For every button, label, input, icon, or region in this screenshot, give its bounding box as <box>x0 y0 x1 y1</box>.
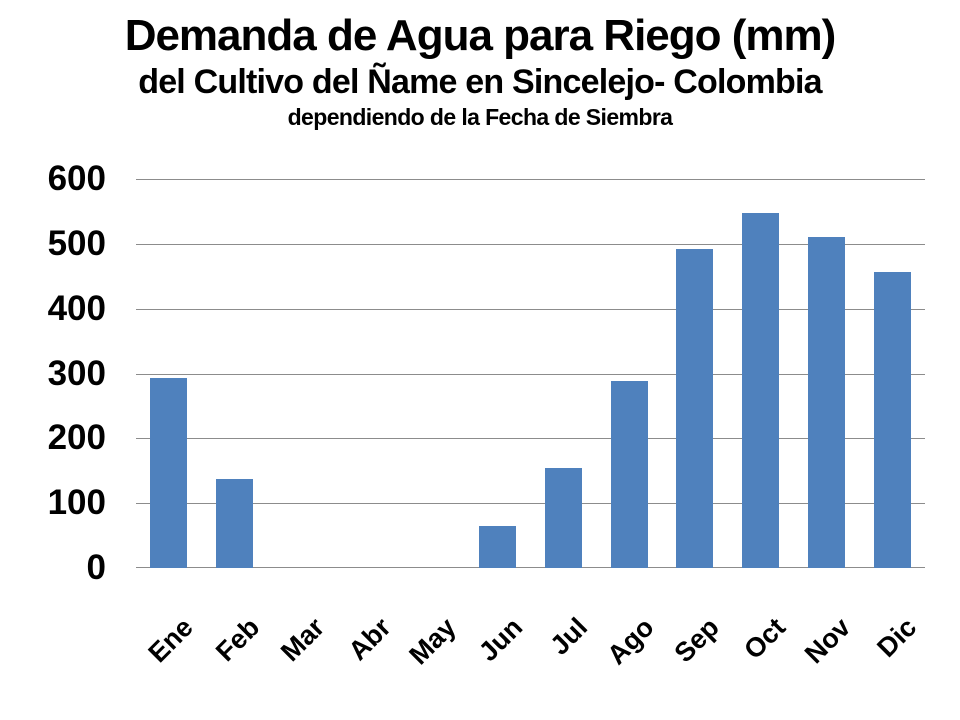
bar-nov <box>808 237 845 568</box>
gridline-100 <box>136 503 925 504</box>
y-tick-label-200: 200 <box>47 418 106 457</box>
bar-jul <box>545 468 582 568</box>
plot-area: 0 100 200 300 400 500 600 Ene Feb Mar Abr May Jun Jul… <box>48 161 925 670</box>
bar-dic <box>874 272 911 568</box>
bar-jun <box>479 526 516 568</box>
x-tick-label-feb: Feb <box>210 612 266 668</box>
gridline-600 <box>136 179 925 180</box>
x-tick-label-ago: Ago <box>600 612 660 671</box>
x-tick-label-jun: Jun <box>473 612 529 668</box>
title-block: Demanda de Agua para Riego (mm) del Cult… <box>0 0 960 130</box>
x-tick-label-mar: Mar <box>275 612 331 668</box>
y-tick-label-400: 400 <box>47 289 106 328</box>
bar-oct <box>742 213 779 568</box>
y-tick-label-500: 500 <box>47 224 106 263</box>
gridline-400 <box>136 309 925 310</box>
x-tick-label-may: May <box>403 612 463 671</box>
x-tick-label-sep: Sep <box>668 612 726 669</box>
bar-sep <box>676 249 713 568</box>
y-tick-label-600: 600 <box>47 159 106 198</box>
gridline-200 <box>136 438 925 439</box>
y-tick-label-0: 0 <box>86 548 106 587</box>
gridline-0 <box>136 567 925 568</box>
bar-feb <box>216 479 253 568</box>
gridline-500 <box>136 244 925 245</box>
bar-ago <box>611 381 648 568</box>
x-tick-label-abr: Abr <box>342 612 397 667</box>
chart-subtitle-2: dependiendo de la Fecha de Siembra <box>287 103 673 130</box>
y-tick-label-300: 300 <box>47 354 106 393</box>
chart-subtitle: del Cultivo del Ñame en Sincelejo- Colom… <box>138 63 822 102</box>
x-tick-label-oct: Oct <box>738 612 792 666</box>
x-tick-label-nov: Nov <box>798 612 857 670</box>
y-tick-label-100: 100 <box>47 483 106 522</box>
bar-ene <box>150 378 187 568</box>
x-tick-label-ene: Ene <box>142 612 200 669</box>
x-tick-label-jul: Jul <box>544 612 594 661</box>
chart-title: Demanda de Agua para Riego (mm) <box>124 11 837 60</box>
gridline-300 <box>136 374 925 375</box>
x-tick-label-dic: Dic <box>871 612 923 663</box>
